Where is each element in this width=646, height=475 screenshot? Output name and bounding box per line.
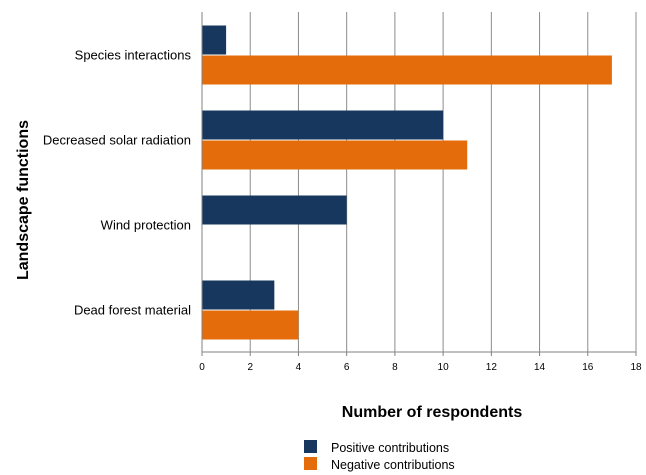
category-labels: Species interactions Decreased solar radi… xyxy=(43,48,192,318)
legend-swatch xyxy=(304,457,317,470)
bar-positive xyxy=(202,195,347,225)
legend: Positive contributions Negative contribut… xyxy=(304,440,455,472)
bar-positive xyxy=(202,25,227,55)
x-tick-label: 18 xyxy=(630,362,642,373)
legend-swatch xyxy=(304,440,317,453)
bar-positive xyxy=(202,110,444,140)
tick-labels: 0 2 4 6 8 10 12 14 16 18 xyxy=(199,362,642,373)
bars xyxy=(202,25,612,340)
bar-negative xyxy=(202,140,468,170)
x-tick-label: 10 xyxy=(438,362,450,373)
category-label: Species interactions xyxy=(75,48,192,63)
x-tick-label: 16 xyxy=(582,362,594,373)
category-label: Decreased solar radiation xyxy=(43,133,191,148)
legend-label: Positive contributions xyxy=(331,441,449,455)
x-axis-title: Number of respondents xyxy=(342,404,523,421)
category-label: Dead forest material xyxy=(74,303,191,318)
x-tick-label: 2 xyxy=(247,362,253,373)
legend-label: Negative contributions xyxy=(331,458,455,472)
category-label: Wind protection xyxy=(101,218,191,233)
bar-positive xyxy=(202,280,275,310)
x-tick-label: 8 xyxy=(392,362,398,373)
y-axis-title: Landscape functions xyxy=(15,120,32,280)
x-tick-label: 14 xyxy=(534,362,546,373)
bar-negative xyxy=(202,55,612,85)
x-tick-label: 12 xyxy=(486,362,498,373)
x-tick-label: 6 xyxy=(344,362,350,373)
x-tick-label: 4 xyxy=(296,362,302,373)
x-tick-label: 0 xyxy=(199,362,205,373)
bar-negative xyxy=(202,310,299,340)
